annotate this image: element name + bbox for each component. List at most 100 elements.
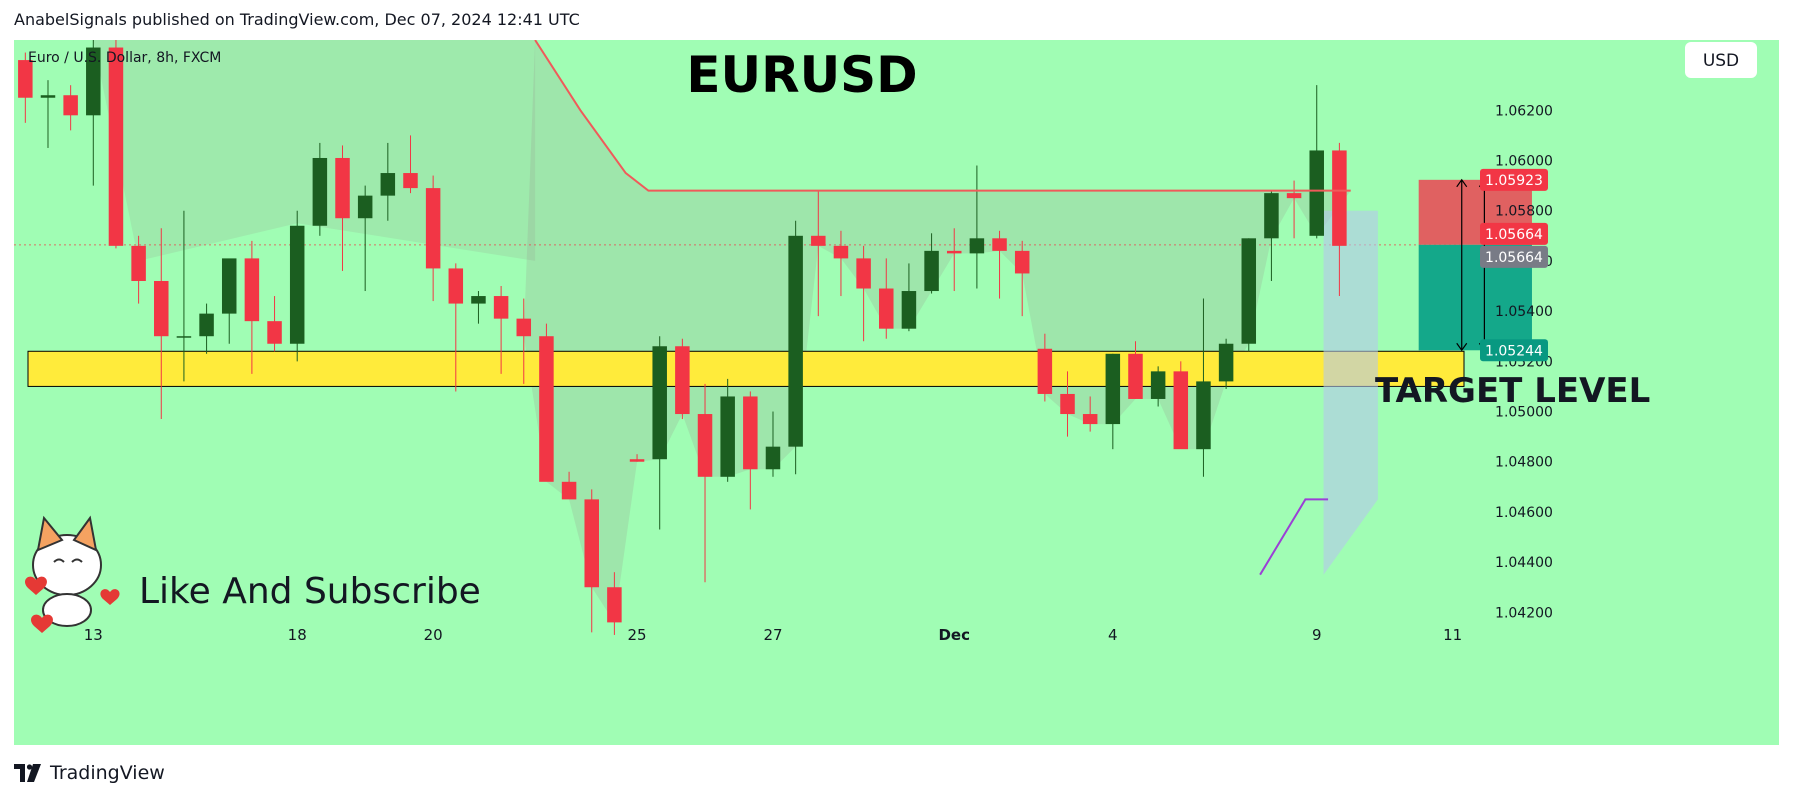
price-label-text: 1.05923 [1485, 173, 1543, 189]
candle[interactable] [267, 321, 282, 344]
price-label-text: 1.05664 [1485, 250, 1543, 266]
indicator-shade [523, 40, 1351, 623]
candle[interactable] [811, 235, 826, 246]
candle[interactable] [154, 280, 169, 337]
candle[interactable] [1037, 348, 1053, 394]
cat-body [42, 593, 92, 627]
candle[interactable] [312, 157, 328, 226]
candle[interactable] [1309, 150, 1324, 236]
candle[interactable] [471, 296, 486, 304]
measure-arrow-head [1456, 342, 1468, 352]
price-label-text: 1.05244 [1485, 343, 1543, 359]
x-tick-label: 13 [84, 626, 103, 644]
x-tick-label: 11 [1443, 626, 1462, 644]
y-tick-label: 1.06000 [1495, 153, 1553, 169]
candle[interactable] [901, 291, 917, 329]
candle[interactable] [1173, 371, 1189, 450]
target-level-label: TARGET LEVEL [1375, 371, 1650, 411]
purple-indicator-line [1259, 498, 1329, 576]
candle[interactable] [1082, 414, 1098, 425]
candle[interactable] [629, 459, 645, 462]
y-tick-label: 1.06200 [1495, 103, 1553, 119]
annotation-text: Like And Subscribe [139, 571, 481, 612]
tradingview-logo-icon [14, 764, 41, 782]
currency-button[interactable]: USD [1685, 42, 1757, 78]
candle[interactable] [539, 336, 554, 482]
candle[interactable] [833, 245, 849, 259]
candle[interactable] [516, 318, 532, 337]
candle[interactable] [18, 60, 33, 98]
candle[interactable] [1332, 150, 1347, 246]
candle[interactable] [335, 157, 350, 219]
tradingview-brand: TradingView [50, 762, 165, 784]
candle[interactable] [743, 396, 758, 470]
y-tick-label: 1.04400 [1495, 555, 1553, 571]
candle[interactable] [425, 188, 441, 269]
candle[interactable] [1014, 250, 1030, 274]
y-tick-label: 1.04200 [1495, 605, 1553, 621]
candle[interactable] [448, 268, 464, 304]
candle[interactable] [924, 250, 939, 292]
symbol-label: Euro / U.S. Dollar, 8h, FXCM [28, 50, 221, 66]
candle[interactable] [992, 238, 1007, 251]
chart-svg[interactable]: 1.04200 1.04400 1.04600 1.04800 1.05000 1.052… [14, 39, 1779, 745]
candle[interactable] [221, 258, 237, 314]
price-label-badge [1480, 168, 1548, 191]
currency-button-bg[interactable] [1685, 42, 1757, 78]
x-tick-label: 20 [424, 626, 443, 644]
support-zone[interactable] [27, 350, 1465, 387]
candle[interactable] [1264, 193, 1279, 239]
candle[interactable] [765, 446, 781, 470]
candle[interactable] [675, 346, 690, 415]
currency-button-label[interactable]: USD [1703, 51, 1739, 71]
chart-area[interactable]: 1.04200 1.04400 1.04600 1.04800 1.05000 1.052… [14, 39, 1779, 745]
candle[interactable] [584, 499, 599, 588]
candle[interactable] [357, 195, 373, 219]
y-tick-label: 1.04600 [1495, 505, 1553, 521]
candle[interactable] [697, 414, 713, 477]
candle[interactable] [1196, 381, 1211, 450]
candle[interactable] [199, 313, 214, 337]
candle[interactable] [1286, 193, 1302, 199]
candle[interactable] [108, 47, 124, 246]
candle[interactable] [176, 336, 192, 338]
projection-shade [1323, 210, 1378, 575]
candle[interactable] [40, 95, 56, 98]
x-tick-label: 27 [763, 626, 782, 644]
candle[interactable] [720, 396, 735, 477]
candle[interactable] [946, 250, 962, 254]
candle[interactable] [1060, 393, 1075, 415]
candle[interactable] [86, 47, 101, 116]
candle[interactable] [131, 245, 146, 281]
price-label-badge [1480, 339, 1548, 362]
candle[interactable] [1128, 353, 1143, 399]
cat-ear-right [72, 515, 98, 552]
published-line: AnabelSignals published on TradingView.c… [14, 10, 580, 29]
candle[interactable] [607, 587, 622, 623]
footer: TradingView [14, 758, 165, 788]
candle[interactable] [1105, 353, 1121, 425]
candle[interactable] [969, 238, 985, 254]
candle[interactable] [244, 258, 260, 322]
red-indicator-line [534, 39, 1351, 192]
candle[interactable] [879, 288, 894, 329]
x-tick-label: Dec [938, 626, 970, 644]
candle[interactable] [1218, 343, 1234, 382]
candle[interactable] [380, 173, 396, 196]
candle[interactable] [1241, 238, 1257, 344]
candle[interactable] [1150, 371, 1166, 399]
candle[interactable] [856, 258, 871, 289]
candle[interactable] [63, 95, 78, 116]
candle[interactable] [788, 235, 803, 447]
x-tick-label: 9 [1312, 626, 1322, 644]
heart-icon [25, 576, 47, 595]
y-tick-label: 1.05800 [1495, 204, 1553, 220]
candle[interactable] [493, 296, 509, 319]
measure-arrow-head [1456, 178, 1468, 188]
candle[interactable] [289, 225, 305, 344]
candle[interactable] [652, 346, 667, 460]
candle[interactable] [403, 173, 418, 189]
price-label-badge [1480, 245, 1548, 268]
candle[interactable] [561, 481, 577, 500]
chart-title: EURUSD [686, 46, 917, 104]
